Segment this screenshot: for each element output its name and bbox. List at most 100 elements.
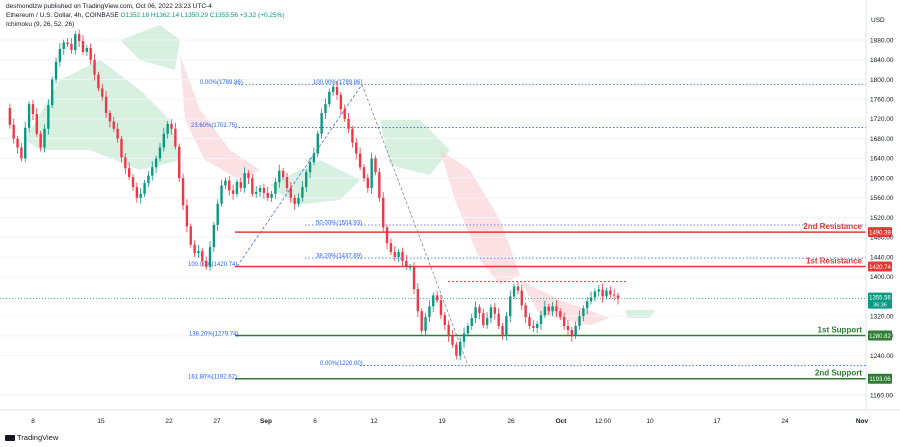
candle-body <box>174 128 177 147</box>
candle-body <box>297 197 300 204</box>
fib-label: 100.00%(1420.74) <box>188 262 237 268</box>
candle-body <box>401 252 404 261</box>
tradingview-logo[interactable]: TradingView <box>5 433 58 442</box>
time-tick-label: 22 <box>165 418 173 425</box>
candle-body <box>158 147 162 159</box>
candle-body <box>451 335 454 345</box>
candle-body <box>362 167 366 179</box>
candle <box>254 185 258 198</box>
candle-body <box>185 205 189 227</box>
time-tick-label: 26 <box>507 418 515 425</box>
fib-trend-line <box>236 84 363 267</box>
candle <box>443 312 446 330</box>
candle-body <box>47 105 50 129</box>
candle-body <box>181 178 185 206</box>
candle <box>58 43 62 67</box>
candle <box>451 329 454 348</box>
candle <box>281 167 285 181</box>
time-axis[interactable]: 8 15 22 27 Sep 6 12 19 26 Oct 12:00 10 17 24 Nov <box>0 409 900 425</box>
candle <box>520 284 523 311</box>
fib-label: 100.00%(1789.86) <box>313 80 362 86</box>
candle-body <box>8 108 12 125</box>
price-tick-label: 1520.00 <box>870 215 894 222</box>
candle-body <box>281 170 285 178</box>
cloud-segment <box>380 120 450 175</box>
candle-body <box>178 146 181 179</box>
resistance-label: 1st Resistance <box>806 256 863 265</box>
candle <box>589 291 593 305</box>
candle-body <box>351 128 354 143</box>
candle <box>324 98 327 119</box>
candle <box>104 90 108 118</box>
candle <box>16 135 19 154</box>
candle-body <box>493 307 497 314</box>
candle <box>247 170 250 185</box>
price-tick-label: 1720.00 <box>870 116 894 123</box>
ichimoku-cloud <box>25 25 655 325</box>
candle <box>258 185 262 197</box>
candle-body <box>193 244 196 254</box>
indicator-label[interactable]: Ichimoku (9, 26, 52, 26) <box>6 21 75 28</box>
candle-body <box>578 316 581 326</box>
fib-label: 0.00%(1789.86) <box>200 80 243 86</box>
candle-body <box>582 308 585 317</box>
candle <box>289 182 293 203</box>
candle-body <box>289 187 293 198</box>
symbol-info[interactable]: Ethereum / U.S. Dollar, 4h, COINBASE O13… <box>6 12 285 19</box>
candle <box>482 308 485 328</box>
candle-body <box>478 307 481 314</box>
candle <box>251 173 254 197</box>
candle <box>77 29 81 47</box>
candle-body <box>324 104 327 114</box>
candle-body <box>366 178 370 188</box>
fib-label: 161.80%(1192.62) <box>188 374 237 380</box>
candle-body <box>501 326 504 336</box>
candle-body <box>270 193 273 198</box>
fib-label: 23.60%(1702.75) <box>191 123 237 129</box>
candle-body <box>586 301 589 309</box>
candle <box>555 300 558 318</box>
candle <box>574 321 577 339</box>
candle-body <box>54 61 58 80</box>
candle-body <box>393 252 396 257</box>
candle <box>162 127 166 152</box>
candle <box>312 147 316 166</box>
candle <box>85 44 89 56</box>
current-price-badge <box>868 292 892 309</box>
candle-body <box>570 329 574 336</box>
price-tick-label: 1440.00 <box>870 254 894 261</box>
candle-body <box>382 197 385 228</box>
candle <box>50 76 54 109</box>
candle-body <box>31 104 35 115</box>
candle-body <box>343 109 346 119</box>
candle-body <box>539 315 543 325</box>
candle-body <box>559 311 562 318</box>
candle <box>216 199 219 231</box>
candle-body <box>520 290 523 306</box>
candle <box>270 190 273 202</box>
candle <box>127 162 131 181</box>
candle-body <box>62 42 65 49</box>
support-label: 1st Support <box>818 325 863 334</box>
candle-body <box>528 317 531 326</box>
candle-body <box>74 34 77 50</box>
candle <box>285 172 289 192</box>
candle-body <box>77 34 81 42</box>
candle-body <box>447 325 450 336</box>
candle <box>231 184 235 200</box>
candle-body <box>524 305 527 318</box>
candle-body <box>358 153 362 168</box>
candle <box>120 135 123 163</box>
candle <box>151 161 154 181</box>
candle-body <box>293 197 296 204</box>
candle-body <box>85 47 89 52</box>
candle-body <box>509 296 512 317</box>
candle-body <box>389 243 393 253</box>
price-tick-label: 1640.00 <box>870 156 894 163</box>
candle-body <box>474 307 477 319</box>
candle <box>408 263 412 271</box>
symbol-name[interactable]: Ethereum / U.S. Dollar, 4h, COINBASE <box>6 12 119 19</box>
price-axis[interactable]: USD 1880.00 1840.00 1800.00 1760.00 1720.00 16… <box>865 0 894 410</box>
candle <box>193 240 196 257</box>
